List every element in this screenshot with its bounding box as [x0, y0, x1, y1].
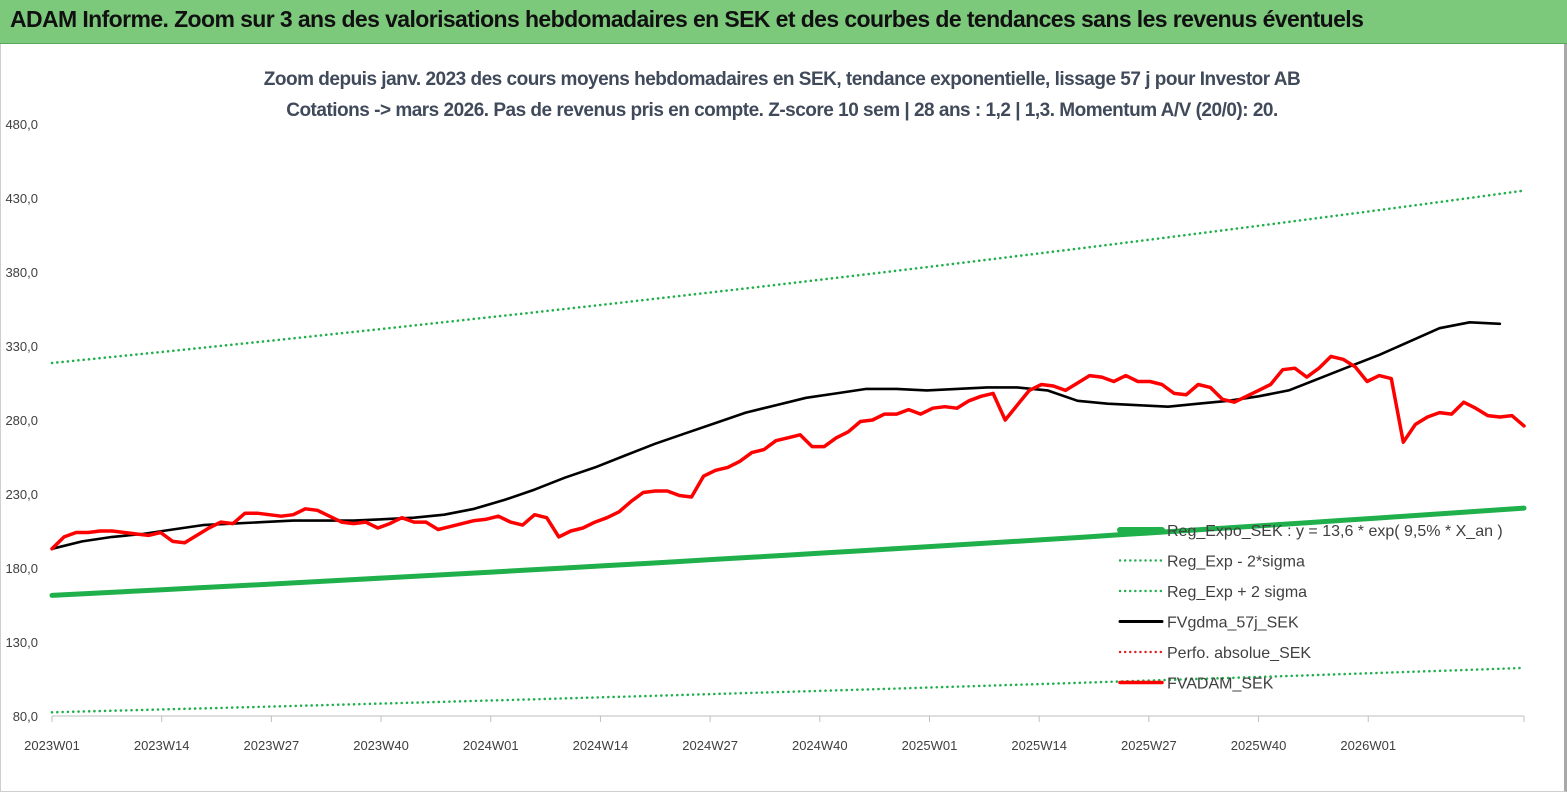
- legend-label: Reg_Expo_SEK : y = 13,6 * exp( 9,5% * X_…: [1167, 523, 1503, 540]
- y-tick-label: 430,0: [5, 191, 38, 206]
- chart-title-line1: Zoom depuis janv. 2023 des cours moyens …: [264, 69, 1300, 90]
- series-line: [50, 354, 1526, 551]
- x-tick-label: 2024W14: [573, 738, 629, 753]
- x-tick-label: 2025W14: [1011, 738, 1067, 753]
- x-tick-label: 2024W27: [682, 738, 738, 753]
- banner-title: ADAM Informe. Zoom sur 3 ans des valoris…: [10, 6, 1364, 32]
- chart-title-backdrop: [276, 58, 1292, 128]
- x-tick-label: 2023W40: [353, 738, 409, 753]
- x-tick-label: 2023W01: [24, 738, 80, 753]
- legend-label: Reg_Exp - 2*sigma: [1167, 554, 1305, 571]
- legend-label: Reg_Exp + 2 sigma: [1167, 584, 1307, 601]
- x-tick-label: 2023W14: [134, 738, 190, 753]
- series-layer: [49, 189, 1527, 714]
- legend-label: FVgdma_57j_SEK: [1167, 615, 1299, 632]
- x-tick-label: 2025W27: [1121, 738, 1177, 753]
- series-line: [50, 666, 1526, 714]
- x-tick-label: 2024W01: [463, 738, 519, 753]
- y-tick-label: 230,0: [5, 487, 38, 502]
- y-tick-label: 180,0: [5, 561, 38, 576]
- y-tick-label: 480,0: [5, 117, 38, 132]
- y-tick-label: 330,0: [5, 339, 38, 354]
- x-tick-label: 2025W01: [902, 738, 958, 753]
- x-tick-label: 2026W01: [1340, 738, 1396, 753]
- x-tick-label: 2023W27: [244, 738, 300, 753]
- axes: 480,0 430,0 380,0 330,0 280,0 230,0 180,0 130,0…: [5, 117, 1525, 753]
- y-tick-label: 130,0: [5, 635, 38, 650]
- series-line: [49, 505, 1527, 598]
- x-tick-label: 2025W40: [1231, 738, 1287, 753]
- x-tick-label: 2024W40: [792, 738, 848, 753]
- y-tick-label: 280,0: [5, 413, 38, 428]
- y-tick-label: 80,0: [13, 709, 38, 724]
- chart-title-line2: Cotations -> mars 2026. Pas de revenus p…: [286, 100, 1278, 121]
- series-line: [50, 321, 1502, 551]
- series-line: [50, 189, 1526, 365]
- y-tick-label: 380,0: [5, 265, 38, 280]
- legend: Reg_Expo_SEK : y = 13,6 * exp( 9,5% * X_…: [1117, 523, 1503, 693]
- legend-label: FVADAM_SEK: [1167, 676, 1274, 693]
- top-banner: ADAM Informe. Zoom sur 3 ans des valoris…: [0, 0, 1567, 44]
- legend-label: Perfo. absolue_SEK: [1167, 645, 1311, 662]
